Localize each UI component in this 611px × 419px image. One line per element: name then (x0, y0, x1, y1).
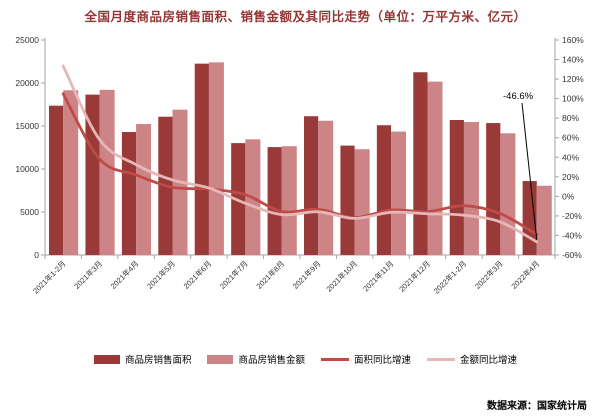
x-axis-tick-label: 2021年8月 (254, 258, 286, 290)
legend-item-sales-area: 商品房销售面积 (93, 352, 192, 366)
right-axis-tick-label: -60% (562, 250, 582, 260)
left-axis-tick-label: 15000 (15, 121, 39, 131)
bar-sales-area (304, 116, 319, 255)
area-growth-swatch (321, 357, 349, 361)
legend-item-amount-growth: 金额同比增速 (427, 352, 517, 366)
x-axis-tick-label: 2021年12月 (397, 258, 432, 293)
bar-sales-area (267, 147, 282, 255)
x-axis-tick-label: 2021年11月 (360, 258, 395, 293)
x-axis-tick-label: 2021年1-2月 (30, 258, 67, 295)
left-axis-tick-label: 20000 (15, 78, 39, 88)
bar-sales-area (413, 72, 428, 255)
sales-area-swatch (93, 354, 120, 364)
x-axis-tick-label: 2021年7月 (217, 258, 249, 290)
legend-item-sales-amount: 商品房销售金额 (207, 352, 305, 366)
right-axis-tick-label: -40% (562, 230, 582, 240)
bar-sales-area (49, 105, 64, 256)
line-amount-growth (61, 64, 539, 244)
bar-sales-amount (318, 120, 334, 255)
right-axis-tick-label: 160% (562, 35, 584, 45)
amount-growth-swatch (427, 357, 456, 361)
bar-sales-amount (500, 133, 516, 255)
bar-sales-amount (391, 131, 407, 255)
bar-sales-amount (354, 149, 370, 255)
legend-label: 商品房销售金额 (238, 355, 305, 366)
annotation-leader-line (521, 102, 538, 240)
right-axis-tick-label: -20% (562, 211, 582, 221)
legend-item-area-growth: 面积同比增速 (321, 352, 411, 366)
left-axis-tick-label: 0 (34, 250, 39, 260)
legend: 商品房销售面积 商品房销售金额 面积同比增速 金额同比增速 (0, 352, 611, 366)
line-area-growth (61, 92, 539, 236)
right-axis-tick-label: 40% (562, 152, 579, 162)
left-axis-tick-label: 5000 (20, 207, 39, 217)
bar-sales-amount (281, 146, 297, 255)
x-axis-tick-label: 2022年1-2月 (431, 258, 468, 295)
x-axis-tick-label: 2021年4月 (108, 258, 140, 290)
left-axis-tick-label: 10000 (15, 164, 39, 174)
x-axis-tick-label: 2022年3月 (472, 258, 504, 290)
bar-sales-area (449, 119, 464, 255)
right-axis-tick-label: 60% (562, 133, 579, 143)
bar-sales-area (376, 125, 392, 255)
bar-sales-area (486, 123, 501, 256)
bar-sales-amount (463, 122, 479, 255)
bar-sales-amount (136, 124, 152, 255)
combo-chart: 0 5000 10000 15000 20000 25000 -60% -40% -20% 0% 2… (15, 35, 584, 295)
bar-sales-area (340, 145, 355, 255)
right-axis-tick-label: 20% (562, 172, 579, 182)
bar-sales-amount (427, 81, 443, 256)
x-axis-tick-label: 2022年4月 (509, 258, 541, 290)
legend-label: 商品房销售面积 (124, 355, 192, 366)
legend-label: 金额同比增速 (460, 355, 518, 366)
x-axis-tick-label: 2021年6月 (181, 258, 213, 290)
bar-sales-area (194, 63, 209, 256)
right-axis-tick-label: 100% (562, 94, 584, 104)
bar-sales-amount (208, 62, 224, 255)
right-axis-tick-label: 80% (562, 113, 579, 123)
right-axis-tick-label: 0% (562, 191, 575, 201)
right-axis-tick-label: 140% (562, 55, 584, 65)
x-axis-tick-label: 2021年9月 (290, 258, 322, 290)
bar-sales-amount (536, 185, 552, 255)
x-axis-tick-label: 2021年5月 (144, 258, 176, 290)
sales-amount-swatch (207, 354, 234, 364)
x-axis-tick-label: 2021年10月 (324, 258, 359, 293)
x-axis-tick-label: 2021年3月 (72, 258, 104, 290)
bar-sales-area (121, 132, 137, 255)
bar-sales-amount (63, 90, 79, 256)
left-axis-tick-label: 25000 (15, 35, 39, 45)
bar-sales-amount (99, 89, 115, 255)
annotation-label: -46.6% (503, 91, 534, 102)
legend-label: 面积同比增速 (354, 355, 412, 366)
right-axis-tick-label: 120% (562, 74, 584, 84)
data-source-note: 数据来源：国家统计局 (487, 401, 587, 412)
chart-title: 全国月度商品房销售面积、销售金额及其同比走势（单位：万平方米、亿元） (84, 10, 527, 24)
